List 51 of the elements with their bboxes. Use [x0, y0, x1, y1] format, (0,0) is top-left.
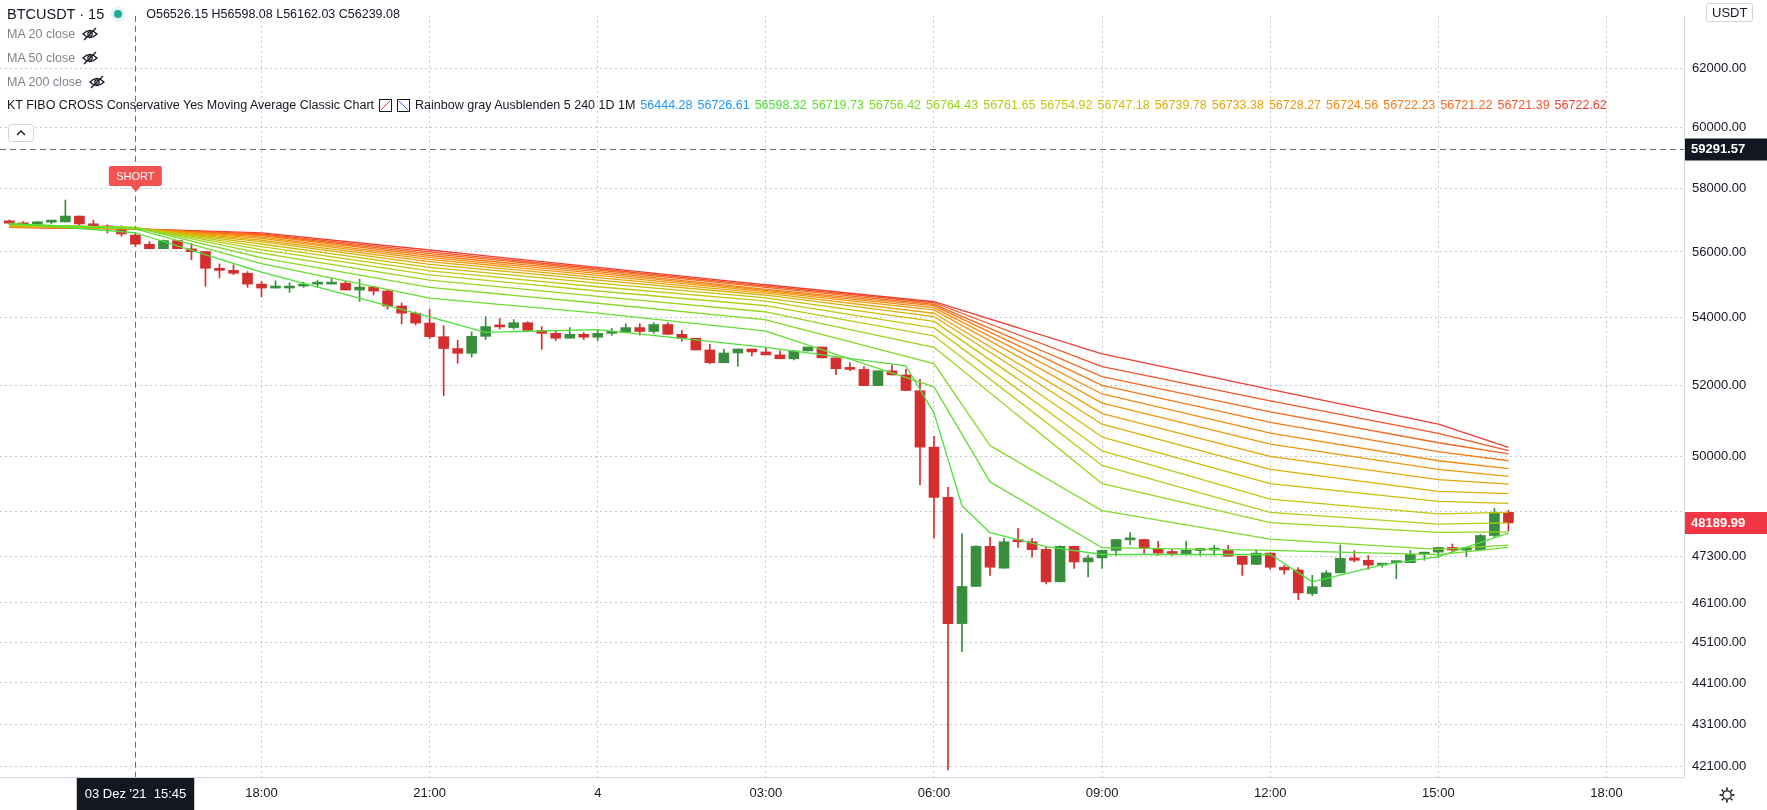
- y-tick-label: 56000.00: [1692, 243, 1747, 259]
- annotation: Rainbow gray Ausblenden 5 240 1D 1M: [415, 98, 636, 112]
- annotation: 56598.32: [754, 98, 807, 112]
- y-tick-label: 58000.00: [1692, 180, 1747, 196]
- y-tick-label: 42100.00: [1692, 758, 1747, 774]
- y-tick-label: 47300.00: [1692, 548, 1747, 564]
- annotation: 56756.42: [868, 98, 922, 112]
- x-tick-label: 18:00: [1590, 785, 1623, 801]
- annotation: 56722.23: [1383, 98, 1436, 112]
- ref-line-label: 59291.57: [1691, 141, 1746, 157]
- annotation: 56761.65: [983, 98, 1036, 112]
- x-tick-label: 03:00: [749, 785, 783, 801]
- x-tick-label: 18:00: [245, 785, 278, 801]
- annotation: O56526.15 H56598.08 L56162.03 C56239.08: [146, 7, 400, 21]
- x-tick-label: 12:00: [1253, 785, 1287, 801]
- annotation: 56719.73: [811, 98, 864, 112]
- y-tick-label: 44100.00: [1692, 674, 1747, 690]
- annotation: BTCUSDT · 15: [7, 6, 105, 22]
- y-tick-label: 54000.00: [1692, 309, 1747, 325]
- annotation: 56722.62: [1554, 98, 1607, 112]
- annotation: 56754.92: [1040, 98, 1093, 112]
- y-tick-label: 43100.00: [1692, 715, 1747, 731]
- y-tick-label: 50000.00: [1692, 447, 1747, 463]
- x-tick-label: 21:00: [413, 785, 446, 801]
- annotation: 56747.18: [1097, 98, 1150, 112]
- annotation: 56764.43: [926, 98, 979, 112]
- x-tick-label: 09:00: [1085, 785, 1119, 801]
- annotation: KT FIBO CROSS Conservative Yes Moving Average Classic Chart: [7, 98, 375, 112]
- annotation: 56728.27: [1268, 98, 1322, 112]
- annotation: MA 20 close: [7, 27, 76, 41]
- annotation: 56444.28: [640, 98, 693, 112]
- x-tick-label: 4: [594, 785, 602, 801]
- annotation: MA 50 close: [7, 51, 76, 65]
- y-tick-label: 62000.00: [1692, 59, 1747, 75]
- annotation: 56739.78: [1154, 98, 1207, 112]
- annotation: MA 200 close: [7, 75, 83, 89]
- annotation: 56733.38: [1211, 98, 1264, 112]
- text: 48189.99: [1685, 511, 1767, 534]
- x-tick-label: 06:00: [917, 785, 951, 801]
- y-tick-label: 52000.00: [1692, 377, 1747, 393]
- ref-line-label: 03 Dez '21 15:45: [84, 785, 187, 801]
- annotation: 56721.39: [1497, 98, 1550, 112]
- annotation: 56726.61: [697, 98, 750, 112]
- y-tick-label: 60000.00: [1692, 119, 1747, 135]
- annotation: SHORT: [109, 166, 162, 187]
- y-tick-label: 45100.00: [1692, 634, 1747, 650]
- y-tick-label: 46100.00: [1692, 594, 1747, 610]
- annotation: 56724.56: [1326, 98, 1379, 112]
- x-tick-label: 15:00: [1422, 785, 1455, 801]
- text: USDT: [1706, 3, 1754, 22]
- annotation: 56721.22: [1440, 98, 1493, 112]
